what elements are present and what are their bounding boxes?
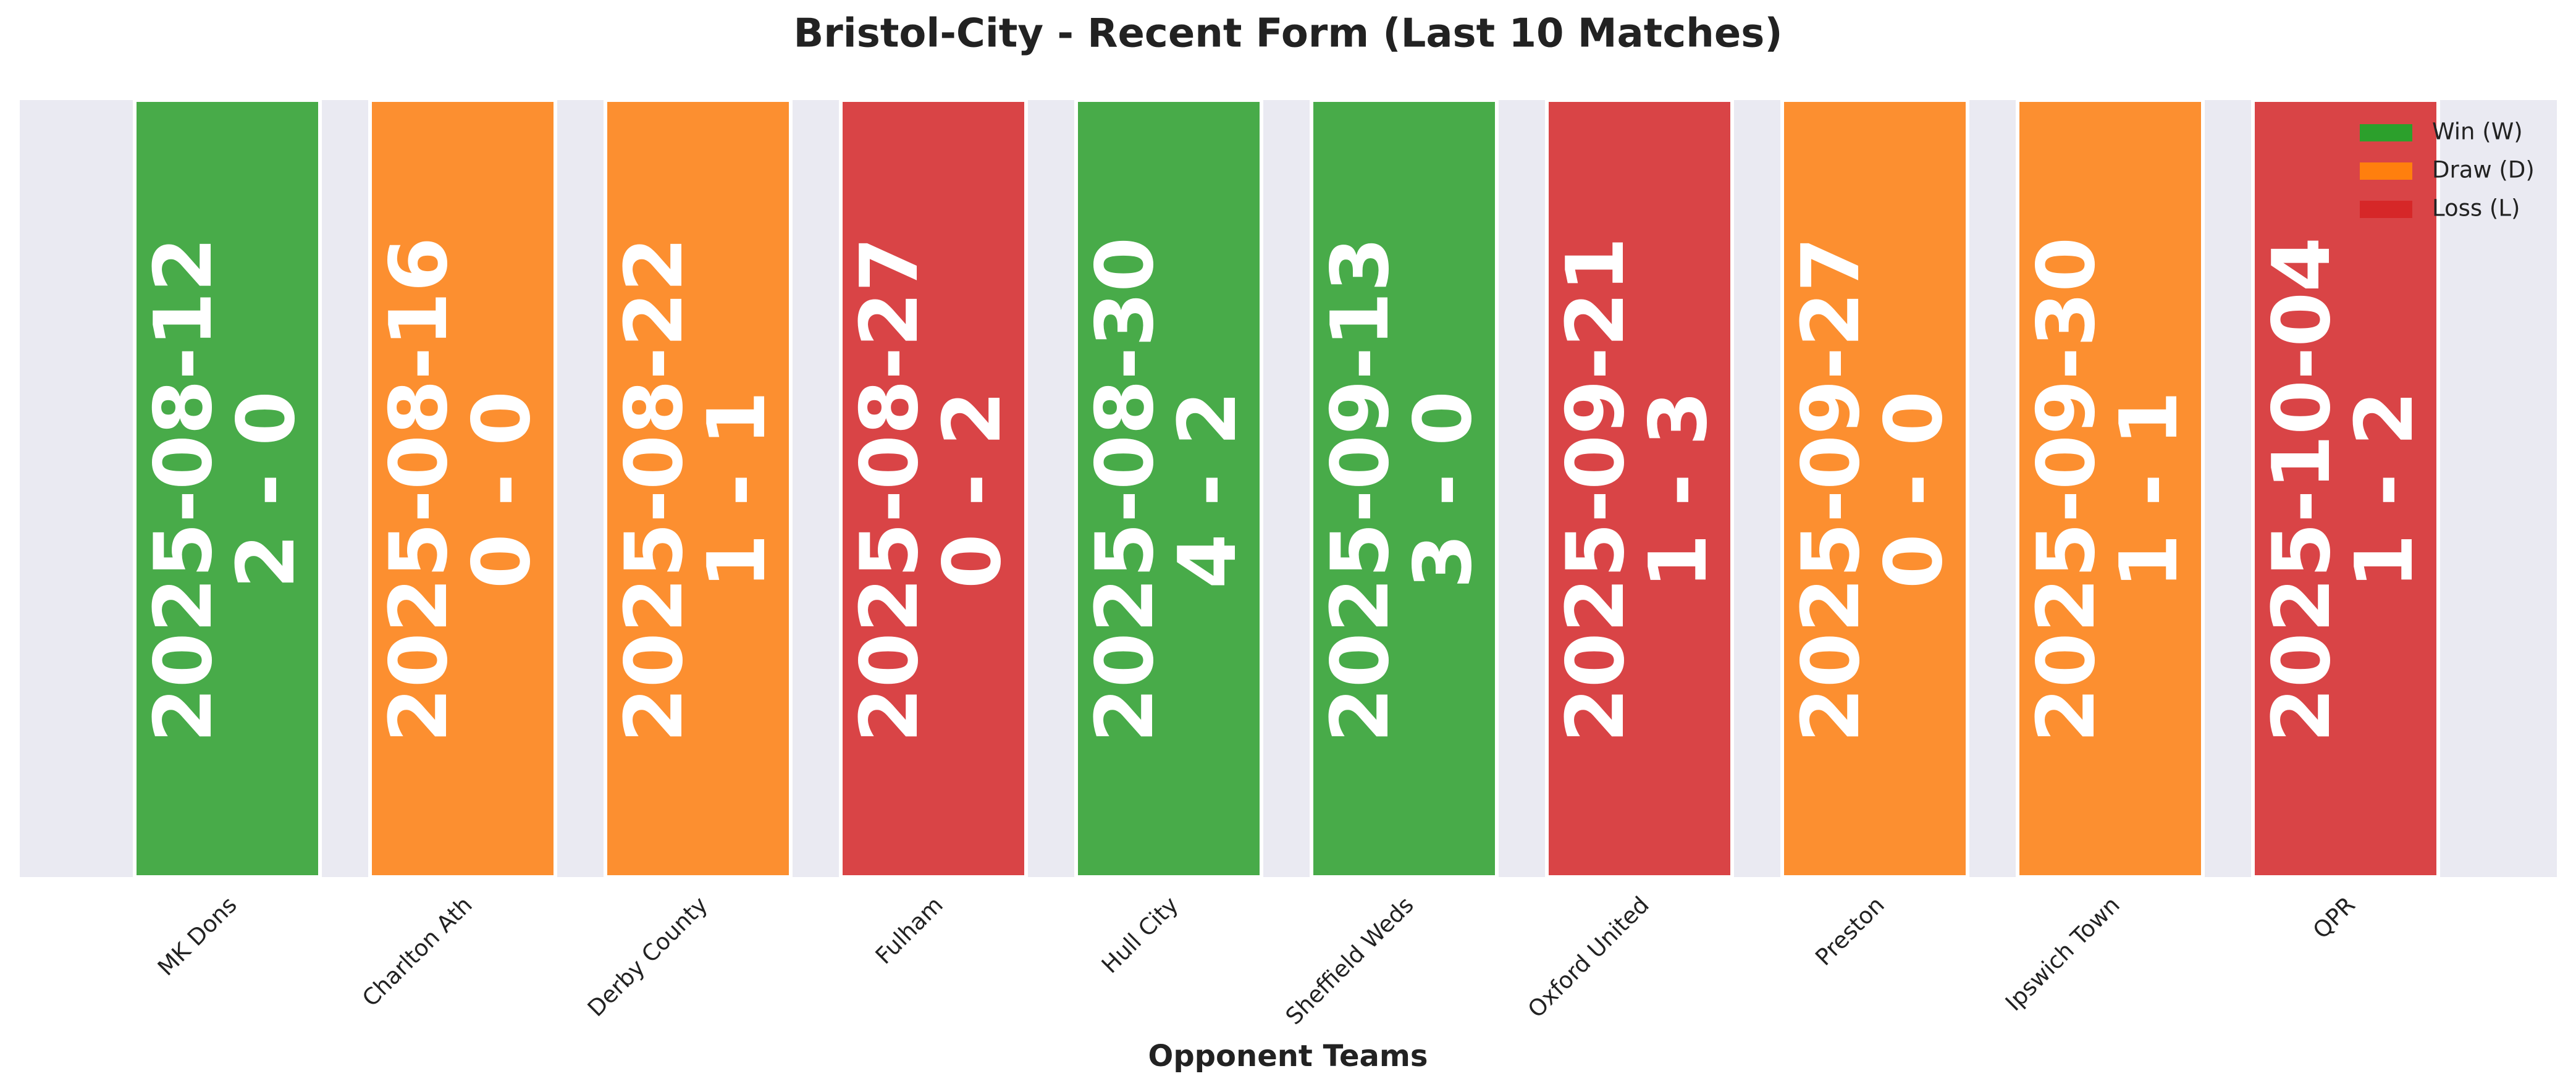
bar-label: 2025-09-211 - 3 <box>1550 237 1725 743</box>
x-tick-label: Oxford United <box>1523 891 1654 1023</box>
bar-label: 2025-08-221 - 1 <box>608 237 783 743</box>
match-score: 3 - 0 <box>1397 391 1489 589</box>
match-date: 2025-08-27 <box>844 237 936 743</box>
bar-label: 2025-08-160 - 0 <box>373 237 548 743</box>
match-date: 2025-08-30 <box>1079 237 1171 743</box>
bar-label: 2025-08-122 - 0 <box>138 237 313 743</box>
legend-swatch <box>2360 162 2412 180</box>
match-score: 1 - 1 <box>691 391 783 589</box>
match-score: 1 - 2 <box>2339 391 2431 589</box>
match-date: 2025-08-16 <box>373 237 465 743</box>
bar-label: 2025-09-301 - 1 <box>2021 237 2195 743</box>
x-tick-label: Ipswich Town <box>2000 891 2125 1016</box>
match-date: 2025-08-12 <box>138 237 230 743</box>
match-date: 2025-08-22 <box>608 237 701 743</box>
x-axis-label: Opponent Teams <box>1148 1039 1428 1073</box>
legend-swatch <box>2360 124 2412 141</box>
legend-label: Loss (L) <box>2432 195 2520 222</box>
match-date: 2025-09-21 <box>1550 237 1642 743</box>
bar-label: 2025-09-133 - 0 <box>1315 237 1489 743</box>
bar-label: 2025-09-270 - 0 <box>1785 237 1960 743</box>
x-tick-label: Charlton Ath <box>357 891 478 1012</box>
bar <box>2016 98 2205 879</box>
chart-title: Bristol-City - Recent Form (Last 10 Matc… <box>793 11 1782 57</box>
bar-label: 2025-08-270 - 2 <box>844 237 1019 743</box>
legend-label: Draw (D) <box>2432 157 2535 183</box>
bar <box>1074 98 1263 879</box>
x-tick-label: MK Dons <box>153 891 242 981</box>
bar-label: 2025-10-041 - 2 <box>2256 237 2431 743</box>
x-tick-label: Fulham <box>870 891 948 969</box>
match-score: 2 - 0 <box>221 391 313 589</box>
match-score: 1 - 1 <box>2103 391 2195 589</box>
match-date: 2025-09-30 <box>2021 237 2113 743</box>
match-score: 0 - 2 <box>927 391 1019 589</box>
bar <box>1780 98 1969 879</box>
match-date: 2025-09-27 <box>1785 237 1877 743</box>
legend-swatch <box>2360 201 2412 218</box>
x-tick-label: Sheffield Weds <box>1281 891 1419 1030</box>
match-score: 0 - 0 <box>456 391 548 589</box>
match-score: 0 - 0 <box>1868 391 1960 589</box>
bar <box>2251 98 2440 879</box>
match-score: 1 - 3 <box>1633 391 1725 589</box>
bar <box>368 98 557 879</box>
match-score: 4 - 2 <box>1162 391 1254 589</box>
x-tick-label: Derby County <box>583 891 713 1022</box>
x-tick-label: Preston <box>1810 891 1889 970</box>
match-date: 2025-10-04 <box>2256 237 2348 743</box>
x-tick-label: Hull City <box>1096 891 1184 978</box>
bar <box>1310 98 1499 879</box>
bar <box>604 98 793 879</box>
legend-label: Win (W) <box>2432 119 2523 145</box>
match-date: 2025-09-13 <box>1315 237 1407 743</box>
bar-label: 2025-08-304 - 2 <box>1079 237 1254 743</box>
bar <box>133 98 322 879</box>
bar <box>1545 98 1734 879</box>
bar <box>839 98 1028 879</box>
x-tick-label: QPR <box>2308 891 2360 944</box>
